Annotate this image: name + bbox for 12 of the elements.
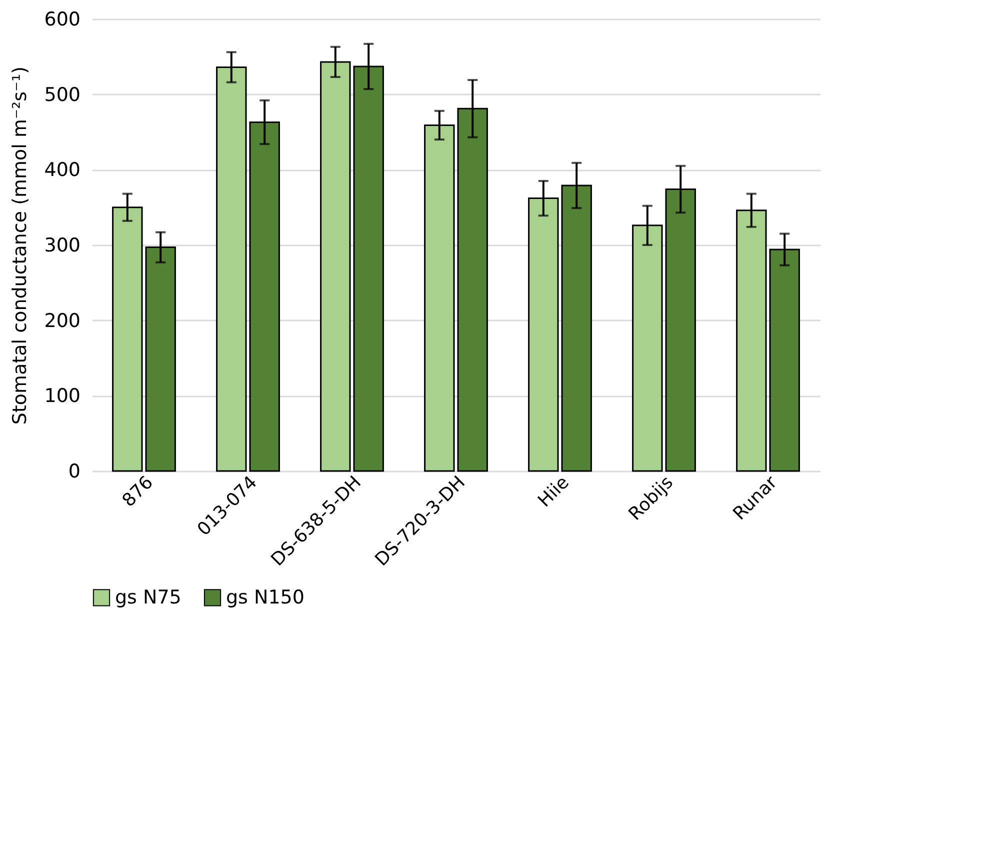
legend-label: gs N150: [226, 586, 304, 609]
y-tick-label: 500: [44, 84, 80, 106]
y-tick-label: 600: [44, 8, 80, 30]
x-tick-label: 876: [118, 472, 158, 512]
y-tick-label: 400: [44, 159, 80, 182]
legend-label: gs N75: [115, 586, 182, 609]
y-tick-label: 0: [68, 460, 80, 482]
y-tick-label: 200: [44, 310, 80, 332]
y-tick-label: 100: [44, 385, 80, 408]
x-tick-label: Hiie: [534, 472, 574, 512]
y-axis-title: Stomatal conductance (mmol m⁻²s⁻¹): [9, 66, 32, 425]
y-tick-label: 300: [44, 234, 80, 256]
